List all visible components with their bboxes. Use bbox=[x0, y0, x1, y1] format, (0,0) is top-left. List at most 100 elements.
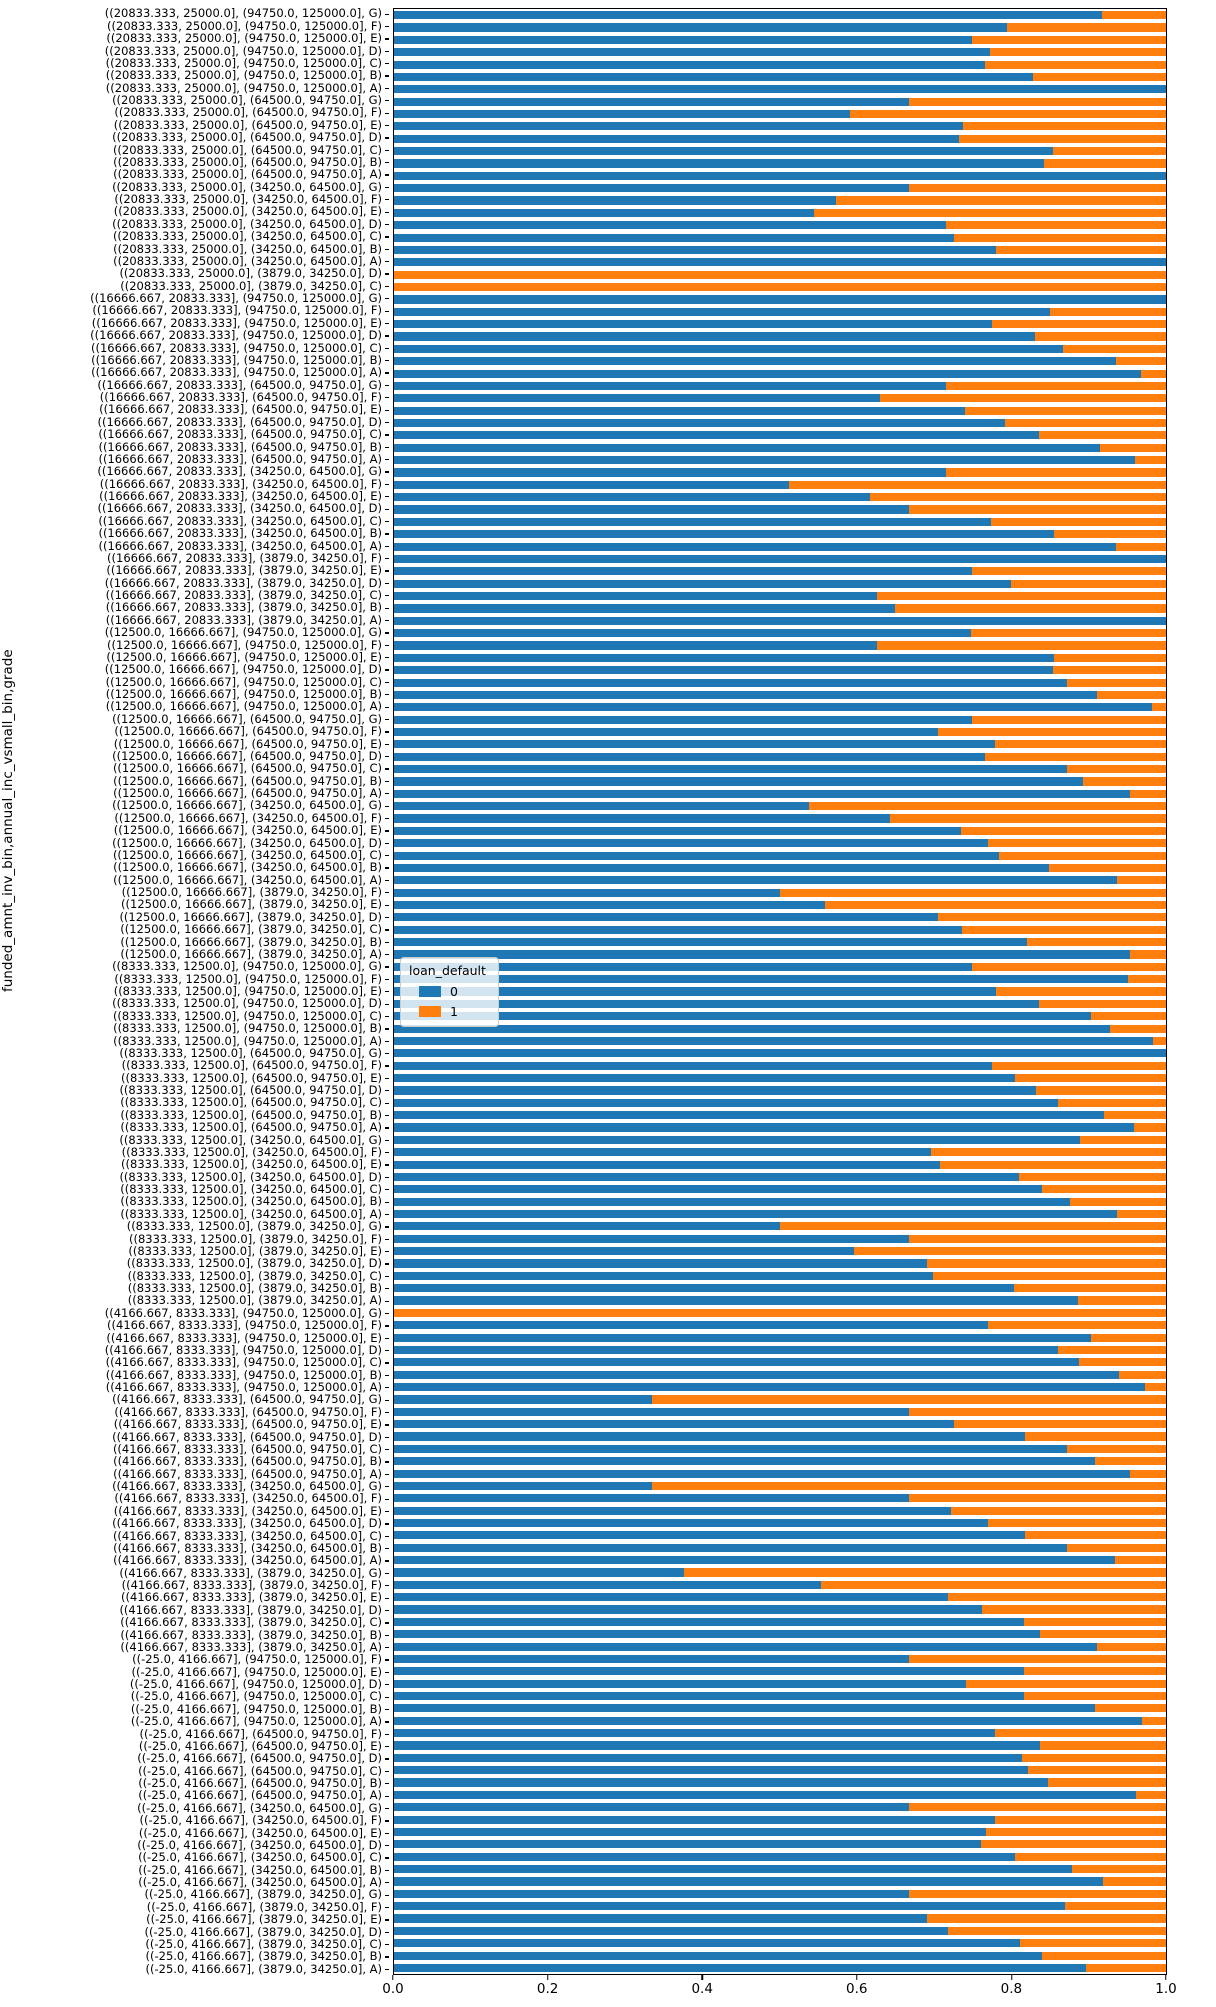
bar-row bbox=[394, 874, 1166, 886]
y-tick-label: ((16666.667, 20833.333], (64500.0, 94750… bbox=[0, 379, 389, 391]
segment-default0 bbox=[394, 11, 1102, 20]
legend-label: 1 bbox=[450, 1004, 458, 1019]
segment-default0 bbox=[394, 245, 997, 255]
segment-default1 bbox=[927, 1914, 1166, 1923]
y-tick-mark bbox=[385, 1374, 389, 1377]
segment-default0 bbox=[394, 1630, 1041, 1639]
segment-default0 bbox=[394, 1729, 995, 1738]
bar-row bbox=[394, 58, 1166, 70]
segment-default1 bbox=[1018, 1172, 1166, 1182]
y-tick-mark bbox=[385, 223, 389, 226]
segment-default0 bbox=[394, 1951, 1043, 1960]
segment-default1 bbox=[953, 233, 1166, 242]
bar-row bbox=[394, 1690, 1166, 1702]
segment-default0 bbox=[394, 1061, 993, 1070]
segment-default0 bbox=[394, 765, 1068, 774]
y-tick-label: ((20833.333, 25000.0], (34250.0, 64500.0… bbox=[0, 194, 389, 206]
y-tick-label: ((12500.0, 16666.667], (34250.0, 64500.0… bbox=[0, 800, 389, 812]
bar-row bbox=[394, 1146, 1166, 1158]
segment-default0 bbox=[394, 987, 997, 996]
segment-default0 bbox=[394, 1889, 909, 1898]
y-tick-label: ((12500.0, 16666.667], (3879.0, 34250.0]… bbox=[0, 936, 389, 948]
y-tick-mark bbox=[385, 38, 389, 40]
y-tick-label: ((-25.0, 4166.667], (3879.0, 34250.0], B… bbox=[0, 1951, 389, 1963]
y-tick-mark bbox=[385, 1968, 389, 1971]
segment-default1 bbox=[947, 1593, 1166, 1602]
bar-row bbox=[394, 1010, 1166, 1022]
y-tick-label: ((-25.0, 4166.667], (3879.0, 34250.0], C… bbox=[0, 1938, 389, 1951]
bar-row bbox=[394, 578, 1166, 590]
y-tick-mark bbox=[385, 421, 389, 424]
segment-default1 bbox=[1130, 789, 1166, 798]
x-tick-mark bbox=[1165, 1975, 1167, 1980]
segment-default1 bbox=[992, 1061, 1166, 1070]
y-tick-mark bbox=[385, 63, 389, 65]
y-tick-mark bbox=[385, 743, 389, 745]
y-tick-label: ((20833.333, 25000.0], (3879.0, 34250.0]… bbox=[0, 280, 389, 292]
bar-row bbox=[394, 1158, 1166, 1170]
bar-row bbox=[394, 1171, 1166, 1183]
legend-label: 0 bbox=[450, 984, 458, 999]
bar-row bbox=[394, 429, 1166, 441]
y-tick-mark bbox=[385, 298, 389, 300]
segment-default1 bbox=[996, 245, 1166, 255]
y-tick-label: ((4166.667, 8333.333], (64500.0, 94750.0… bbox=[0, 1394, 389, 1406]
segment-default1 bbox=[908, 97, 1166, 106]
segment-default0 bbox=[394, 604, 896, 613]
bar-row bbox=[394, 1393, 1166, 1405]
segment-default0 bbox=[394, 1593, 948, 1602]
y-tick-mark bbox=[385, 1411, 389, 1414]
y-tick-label: ((8333.333, 12500.0], (94750.0, 125000.0… bbox=[0, 961, 389, 973]
y-tick-mark bbox=[385, 1350, 389, 1352]
y-tick-mark bbox=[385, 966, 389, 968]
y-tick-label: ((-25.0, 4166.667], (94750.0, 125000.0],… bbox=[0, 1654, 389, 1666]
bar-row bbox=[394, 1603, 1166, 1615]
bar-row bbox=[394, 553, 1166, 565]
y-tick-mark bbox=[385, 174, 389, 176]
y-tick-mark bbox=[385, 954, 389, 956]
bar-row bbox=[394, 565, 1166, 577]
segment-default0 bbox=[394, 493, 870, 502]
y-tick-label: ((8333.333, 12500.0], (64500.0, 94750.0]… bbox=[0, 1047, 389, 1060]
legend-title: loan_default bbox=[409, 963, 486, 978]
segment-default1 bbox=[1020, 1939, 1166, 1948]
segment-default0 bbox=[394, 109, 851, 119]
bar-row bbox=[394, 1467, 1166, 1479]
segment-default1 bbox=[1067, 1543, 1166, 1552]
segment-default1 bbox=[1048, 863, 1166, 873]
segment-default1 bbox=[394, 270, 1166, 279]
y-tick-mark bbox=[385, 75, 389, 77]
segment-default0 bbox=[394, 258, 1166, 267]
bar-row bbox=[394, 454, 1166, 466]
segment-default0 bbox=[394, 1333, 1092, 1342]
segment-default1 bbox=[895, 604, 1166, 613]
y-tick-mark bbox=[385, 384, 389, 387]
y-tick-label: ((-25.0, 4166.667], (34250.0, 64500.0], … bbox=[0, 1839, 389, 1852]
segment-default1 bbox=[996, 987, 1166, 996]
segment-default0 bbox=[394, 1407, 909, 1416]
legend-item-default0: 0 bbox=[409, 984, 490, 999]
x-tick-mark bbox=[856, 1975, 858, 1980]
y-tick-mark bbox=[385, 87, 389, 90]
bar-row bbox=[394, 1789, 1166, 1801]
bar-row bbox=[394, 1245, 1166, 1257]
segment-default1 bbox=[1006, 23, 1166, 32]
segment-default1 bbox=[972, 962, 1166, 971]
segment-default1 bbox=[1050, 307, 1166, 316]
bar-row bbox=[394, 652, 1166, 664]
y-tick-label: ((8333.333, 12500.0], (3879.0, 34250.0],… bbox=[0, 1221, 389, 1233]
segment-default1 bbox=[1100, 443, 1166, 452]
bar-row bbox=[394, 849, 1166, 861]
y-tick-mark bbox=[385, 285, 389, 288]
y-tick-mark bbox=[385, 483, 389, 486]
y-tick-label: ((4166.667, 8333.333], (3879.0, 34250.0]… bbox=[0, 1604, 389, 1616]
segment-default1 bbox=[1118, 1370, 1166, 1379]
y-tick-label: ((16666.667, 20833.333], (3879.0, 34250.… bbox=[0, 577, 389, 589]
bar-row bbox=[394, 627, 1166, 639]
y-tick-mark bbox=[385, 867, 389, 869]
bar-row bbox=[394, 1294, 1166, 1306]
y-tick-label: ((4166.667, 8333.333], (34250.0, 64500.0… bbox=[0, 1555, 389, 1567]
segment-default1 bbox=[1021, 1753, 1166, 1762]
bar-row bbox=[394, 1282, 1166, 1294]
y-tick-mark bbox=[385, 916, 389, 919]
